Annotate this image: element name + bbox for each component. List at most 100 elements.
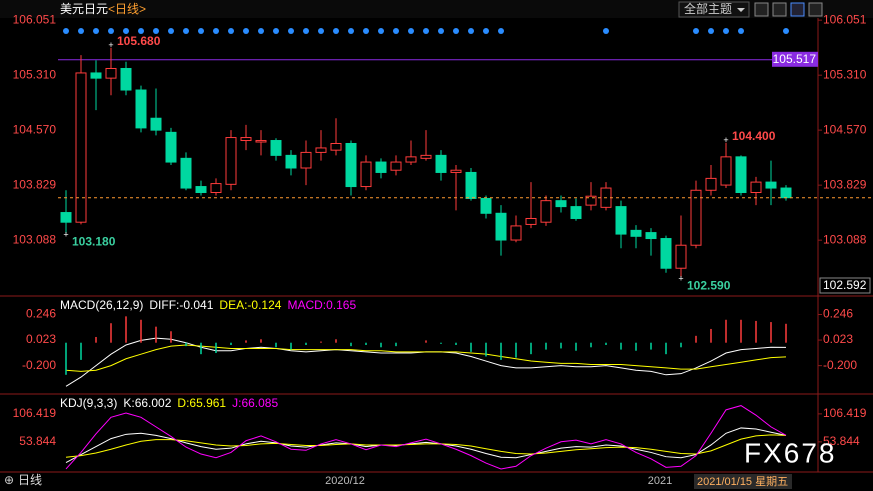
event-dot: [183, 28, 189, 34]
event-dot: [288, 28, 294, 34]
candle-body: [90, 72, 102, 79]
y-tick-label: 53.844: [823, 434, 860, 448]
icon-button[interactable]: [808, 2, 823, 17]
candle-body: [270, 140, 282, 156]
candle-body: [390, 161, 402, 171]
indicator-line: [65, 405, 787, 470]
event-dot: [93, 28, 99, 34]
instrument-name: 美元日元: [60, 2, 108, 16]
candle-body: [570, 206, 582, 219]
legend-entry: DEA:-0.124: [219, 298, 281, 312]
y-tick-label: 105.310: [823, 67, 867, 81]
y-tick-label: 106.419: [13, 406, 57, 420]
event-dot: [378, 28, 384, 34]
event-dot: [603, 28, 609, 34]
candle-body: [780, 187, 792, 199]
period-tab[interactable]: 日线: [18, 473, 42, 487]
candle-body: [435, 154, 447, 173]
event-dot: [738, 28, 744, 34]
event-dot: [258, 28, 264, 34]
event-dot: [483, 28, 489, 34]
theme-button[interactable]: [678, 1, 750, 18]
event-dot: [498, 28, 504, 34]
reference-label-box: [772, 51, 818, 67]
axis-bottom-box: [819, 277, 871, 294]
add-tab[interactable]: ⊕: [4, 473, 14, 487]
indicator-name: MACD(26,12,9): [60, 298, 143, 312]
extreme-marker: +: [723, 135, 728, 145]
candle-body: [375, 161, 387, 173]
candle-body: [420, 154, 432, 159]
y-tick-label: 0.023: [823, 332, 853, 346]
candle-body: [150, 117, 162, 131]
event-dot: [63, 28, 69, 34]
candle-body: [105, 67, 117, 79]
x-tick-label: 2021: [648, 475, 672, 487]
extreme-label: 104.400: [732, 129, 776, 143]
event-dot: [453, 28, 459, 34]
y-tick-label: 106.419: [823, 406, 867, 420]
candle-body: [735, 156, 747, 193]
y-tick-label: 104.570: [13, 122, 57, 136]
instrument-title: 美元日元<日线>: [60, 2, 146, 16]
x-tick-label: 2020/12: [325, 475, 365, 487]
candle-body: [690, 189, 702, 246]
event-dot: [138, 28, 144, 34]
candle-body: [300, 151, 312, 169]
y-tick-label: 0.023: [26, 332, 56, 346]
y-tick-label: 103.088: [13, 232, 57, 246]
candle-body: [345, 142, 357, 188]
candle-body: [240, 137, 252, 142]
candle-body: [630, 229, 642, 237]
legend-entry: MACD:0.165: [287, 298, 356, 312]
y-tick-label: 105.310: [13, 67, 57, 81]
candle-body: [60, 212, 72, 223]
extreme-label: 103.180: [72, 235, 116, 249]
extreme-marker: +: [63, 230, 68, 240]
event-dot: [198, 28, 204, 34]
indicator-line: [65, 337, 787, 387]
event-dot: [348, 28, 354, 34]
y-tick-label: -0.200: [823, 358, 857, 372]
legend-entry: D:65.961: [177, 396, 226, 410]
y-tick-label: 0.246: [823, 307, 853, 321]
candle-body: [255, 140, 267, 143]
indicator-line: [65, 427, 787, 463]
candle-body: [285, 154, 297, 169]
indicator-name: KDJ(9,3,3): [60, 396, 117, 410]
cursor-date-box: [694, 474, 792, 489]
y-tick-label: 0.246: [26, 307, 56, 321]
candle-body: [540, 200, 552, 223]
event-dot: [408, 28, 414, 34]
event-dot: [108, 28, 114, 34]
candle-body: [525, 217, 537, 225]
legend-entry: K:66.002: [123, 396, 171, 410]
candle-body: [615, 206, 627, 235]
icon-button[interactable]: [772, 2, 787, 17]
panel-legend: MACD(26,12,9) DIFF:-0.041 DEA:-0.124 MACD:0…: [60, 298, 356, 312]
event-dot: [123, 28, 129, 34]
candle-body: [465, 171, 477, 199]
candle-body: [660, 238, 672, 269]
icon-button[interactable]: [754, 2, 769, 17]
extreme-marker: +: [678, 274, 683, 284]
candle-body: [750, 181, 762, 193]
y-tick-label: 53.844: [19, 434, 56, 448]
candle-body: [135, 89, 147, 129]
candle-body: [480, 197, 492, 214]
panel-legend: KDJ(9,3,3) K:66.002 D:65.961 J:66.085: [60, 396, 278, 410]
event-dot: [423, 28, 429, 34]
y-tick-label: 104.570: [823, 122, 867, 136]
y-tick-label: -0.200: [22, 358, 56, 372]
indicator-line: [65, 344, 787, 372]
candle-body: [765, 181, 777, 189]
candle-body: [210, 183, 222, 193]
candle-body: [225, 137, 237, 185]
event-dot: [783, 28, 789, 34]
y-tick-label: 103.829: [13, 177, 57, 191]
event-dot: [153, 28, 159, 34]
candle-body: [720, 156, 732, 186]
extreme-marker: +: [108, 40, 113, 50]
icon-button[interactable]: [790, 2, 805, 17]
